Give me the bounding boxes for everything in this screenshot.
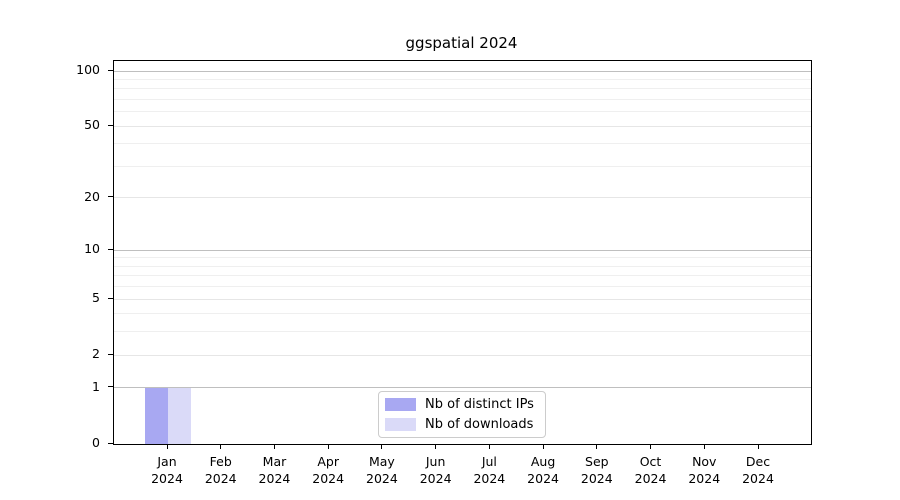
bars-layer [114, 61, 811, 444]
major-gridline [114, 70, 811, 72]
x-tick-label-mar: Mar 2024 [258, 454, 291, 486]
x-tick-label-may: May 2024 [366, 454, 398, 486]
major-gridline [114, 249, 811, 251]
major-gridline [114, 125, 811, 127]
major-gridline [114, 298, 811, 300]
y-tick-label: 1 [92, 378, 100, 394]
major-gridline [114, 197, 811, 199]
minor-gridline [114, 275, 811, 277]
y-tick-label: 50 [84, 117, 100, 133]
minor-gridline [114, 165, 811, 167]
legend-row-downloads: Nb of downloads [385, 417, 537, 433]
downloads-swatch-icon [385, 418, 416, 431]
y-tick-label: 0 [92, 435, 100, 450]
chart-title: ggspatial 2024 [405, 34, 518, 52]
minor-gridline [114, 111, 811, 113]
bar-jan-distinct-ips [144, 387, 168, 444]
major-gridline [114, 387, 811, 389]
minor-gridline [114, 257, 811, 259]
x-tick-label-nov: Nov 2024 [688, 454, 721, 486]
y-tick-label: 5 [92, 290, 100, 306]
minor-gridline [114, 331, 811, 333]
x-tick-label-jun: Jun 2024 [419, 454, 452, 486]
plot-area [113, 60, 812, 445]
minor-gridline [114, 313, 811, 315]
minor-gridline [114, 88, 811, 90]
minor-gridline [114, 143, 811, 145]
x-tick-label-oct: Oct 2024 [634, 454, 667, 486]
minor-gridline [114, 98, 811, 100]
legend: Nb of distinct IPs Nb of downloads [378, 391, 546, 438]
x-tick-label-aug: Aug 2024 [527, 454, 559, 486]
minor-gridline [114, 78, 811, 80]
minor-gridline [114, 286, 811, 288]
legend-label-downloads: Nb of downloads [425, 416, 534, 432]
legend-row-distinct-ips: Nb of distinct IPs [385, 397, 537, 413]
y-tick-label: 100 [76, 62, 100, 77]
gridlines-layer [114, 61, 811, 444]
legend-label-distinct-ips: Nb of distinct IPs [425, 396, 534, 412]
x-tick-label-jul: Jul 2024 [473, 454, 506, 486]
x-tick-label-feb: Feb 2024 [204, 454, 237, 486]
y-tick-label: 2 [92, 346, 100, 362]
major-gridline [114, 354, 811, 356]
minor-gridline [114, 265, 811, 267]
y-tick-label: 10 [84, 241, 100, 257]
x-tick-label-sep: Sep 2024 [580, 454, 613, 486]
x-tick-label-dec: Dec 2024 [742, 454, 774, 486]
y-tick-label: 20 [84, 188, 100, 204]
x-tick-label-apr: Apr 2024 [312, 454, 345, 486]
distinct-ips-swatch-icon [385, 398, 416, 411]
x-tick-label-jan: Jan 2024 [151, 454, 183, 486]
bar-jan-downloads [167, 387, 191, 444]
